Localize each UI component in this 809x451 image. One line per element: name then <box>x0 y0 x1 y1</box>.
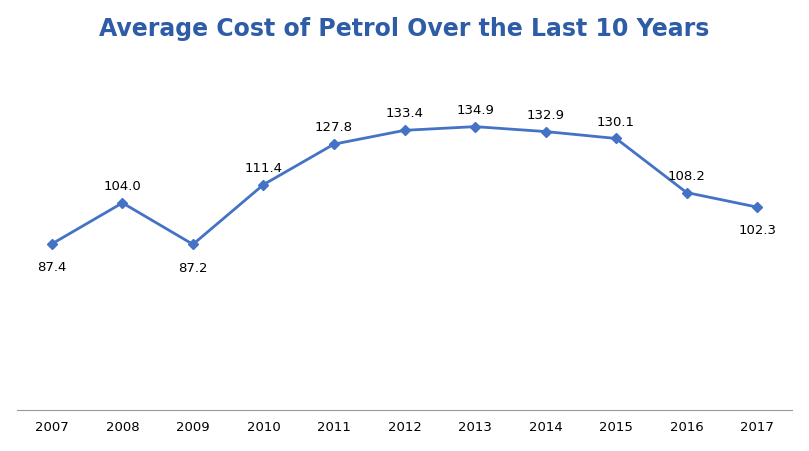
Text: 134.9: 134.9 <box>456 104 494 117</box>
Text: 111.4: 111.4 <box>244 162 282 175</box>
Text: 87.2: 87.2 <box>178 262 208 275</box>
Text: 127.8: 127.8 <box>315 121 353 134</box>
Text: 108.2: 108.2 <box>667 170 705 183</box>
Text: 104.0: 104.0 <box>104 180 142 193</box>
Title: Average Cost of Petrol Over the Last 10 Years: Average Cost of Petrol Over the Last 10 … <box>100 17 709 41</box>
Text: 132.9: 132.9 <box>527 109 565 122</box>
Text: 133.4: 133.4 <box>386 107 423 120</box>
Text: 130.1: 130.1 <box>597 115 635 129</box>
Text: 102.3: 102.3 <box>738 224 776 237</box>
Text: 87.4: 87.4 <box>37 261 66 274</box>
